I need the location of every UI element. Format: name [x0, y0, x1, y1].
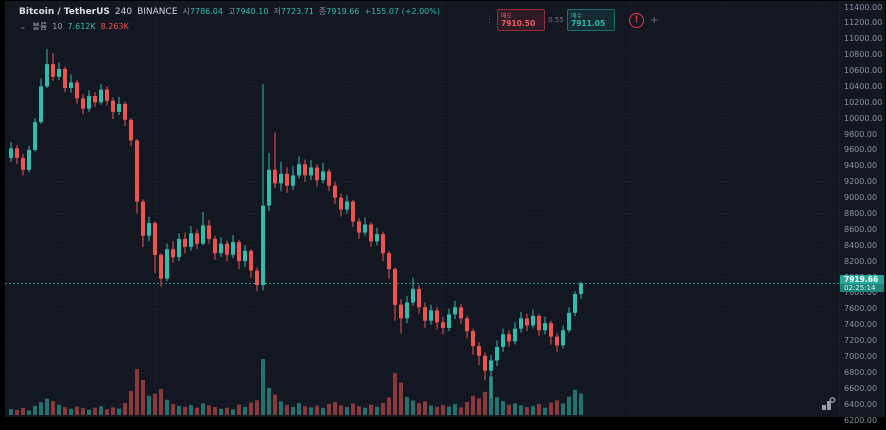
low-label: 저	[273, 7, 281, 16]
symbol-title[interactable]: Bitcoin / TetherUS	[19, 6, 110, 17]
buy-button[interactable]: 매수 7911.05	[567, 9, 615, 31]
price-tick-label: 7000.00	[844, 351, 878, 361]
chart-legend: Bitcoin / TetherUS 240 BINANCE 시7786.04 …	[19, 6, 440, 32]
close-label: 종	[318, 7, 327, 16]
open-value: 7786.04	[189, 7, 223, 16]
price-tick-label: 8600.00	[844, 224, 878, 234]
price-tick-label: 8200.00	[844, 256, 878, 266]
price-tick-label: 6800.00	[844, 367, 878, 377]
price-tick-label: 10800.00	[844, 50, 883, 60]
price-tick-label: 9800.00	[844, 129, 878, 139]
volume-ma-value: 8.263K	[100, 22, 129, 31]
price-tick-label: 11000.00	[844, 34, 883, 44]
price-tick-label: 8400.00	[844, 240, 878, 250]
chart-pane[interactable]: Bitcoin / TetherUS 240 BINANCE 시7786.04 …	[5, 1, 839, 417]
price-tick-label: 6400.00	[844, 399, 878, 409]
price-tick-label: 11400.00	[844, 2, 883, 12]
volume-length-value: 10	[52, 22, 63, 31]
sell-button-label: 매도	[501, 12, 513, 20]
exchange-label: BINANCE	[137, 6, 178, 17]
price-tick-label: 7200.00	[844, 336, 878, 346]
last-price-value: 7919.66	[840, 274, 884, 284]
spread-value: 0.55	[548, 16, 564, 24]
high-value: 7940.10	[235, 7, 269, 16]
price-tick-label: 7600.00	[844, 304, 878, 314]
price-tick-label: 7400.00	[844, 320, 878, 330]
plus-icon[interactable]: +	[650, 14, 659, 26]
bar-countdown: 02:25:14	[840, 283, 884, 292]
price-tick-label: 10200.00	[844, 97, 883, 107]
sell-price: 7910.50	[501, 18, 536, 28]
price-tick-label: 9400.00	[844, 161, 878, 171]
open-label: 시	[182, 7, 190, 16]
drag-handle-icon[interactable]: ⋮	[485, 15, 494, 25]
interval-label[interactable]: 240	[114, 6, 133, 17]
price-tick-label: 8800.00	[844, 209, 878, 218]
volume-indicator-label[interactable]: 볼륨	[32, 22, 48, 31]
change-value: +155.07 (+2.00%)	[364, 7, 440, 16]
price-tick-label: 10000.00	[844, 113, 883, 123]
alert-icon[interactable]: !	[629, 12, 644, 28]
volume-value: 7.612K	[67, 22, 96, 31]
last-price-tag: 7919.66 02:25:14	[840, 274, 884, 292]
price-chart-canvas[interactable]	[5, 1, 839, 417]
sell-button[interactable]: 매도 7910.50	[497, 9, 545, 31]
price-tick-label: 10600.00	[844, 66, 883, 76]
trade-panel: ⋮ 매도 7910.50 0.55 매수 7911.05 ! +	[485, 9, 658, 31]
price-tick-label: 6200.00	[844, 415, 878, 425]
price-tick-label: 7800.00	[844, 288, 878, 298]
price-tick-label: 6600.00	[844, 383, 878, 393]
price-tick-label: 11200.00	[844, 18, 883, 28]
buy-price: 7911.05	[571, 18, 606, 28]
price-axis[interactable]: 7919.66 02:25:14 11400.00 11200.00 11000.0…	[839, 1, 885, 425]
buy-button-label: 매수	[571, 12, 583, 20]
high-label: 고	[227, 7, 236, 16]
chevron-down-icon[interactable]: ⌄	[19, 21, 27, 32]
price-tick-label: 10400.00	[844, 81, 883, 91]
low-value: 7723.71	[280, 7, 314, 16]
price-tick-label: 9200.00	[844, 177, 878, 187]
price-tick-label: 9600.00	[844, 145, 878, 155]
price-tick-label: 9000.00	[844, 193, 878, 203]
close-value: 7919.66	[326, 7, 360, 16]
